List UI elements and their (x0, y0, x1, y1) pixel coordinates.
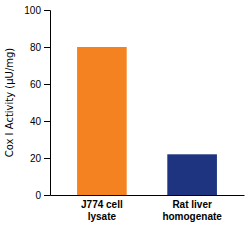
y-tick: 60 (30, 79, 50, 90)
x-tick-label: Rat liverhomogenate (162, 199, 222, 222)
y-tick-mark (44, 47, 50, 48)
y-tick: 40 (30, 116, 50, 127)
x-tick: J774 celllysate (81, 199, 123, 222)
y-axis-line (44, 11, 51, 196)
chart: 0 20 40 60 80 100 J774 celllysate Rat liverhomo… (0, 0, 252, 231)
y-tick-label: 80 (30, 42, 42, 53)
y-tick: 20 (30, 153, 50, 164)
x-tick-label-line: Rat liver (172, 199, 212, 210)
y-tick-mark (44, 84, 50, 85)
x-tick-label-line: homogenate (162, 211, 222, 222)
y-tick-mark (44, 158, 50, 159)
x-axis: J774 celllysate Rat liverhomogenate (51, 196, 245, 222)
y-tick-label: 100 (24, 5, 41, 16)
y-tick: 100 (24, 5, 50, 16)
x-axis-line (51, 195, 245, 196)
y-tick: 0 (35, 190, 50, 201)
x-tick-label-line: lysate (88, 211, 117, 222)
y-axis: 0 20 40 60 80 100 (24, 5, 50, 201)
y-tick-label: 20 (30, 153, 42, 164)
bar (167, 154, 217, 195)
bars (77, 47, 217, 195)
y-axis-title: Cox I Activity (μU/mg) (4, 48, 15, 158)
x-tick-label: J774 celllysate (81, 199, 123, 222)
y-tick: 80 (30, 42, 50, 53)
x-tick: Rat liverhomogenate (162, 199, 222, 222)
y-tick-mark (44, 121, 50, 122)
bar (77, 47, 127, 195)
x-tick-label-line: J774 cell (81, 199, 123, 210)
y-tick-mark (44, 195, 50, 196)
y-tick-label: 60 (30, 79, 42, 90)
y-tick-mark (44, 10, 50, 11)
plot-area: 0 20 40 60 80 100 J774 celllysate Rat liverhomo… (24, 5, 244, 222)
y-tick-label: 0 (35, 190, 41, 201)
y-tick-label: 40 (30, 116, 42, 127)
